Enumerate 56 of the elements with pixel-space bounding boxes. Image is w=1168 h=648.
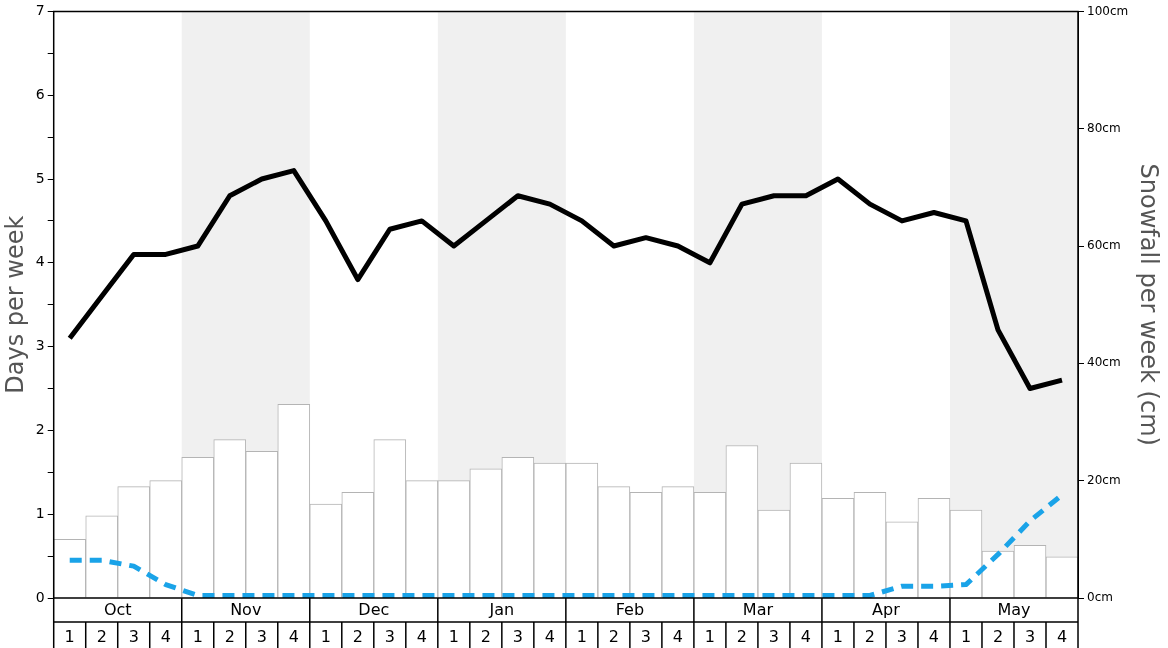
x-tick-label: 1 — [832, 626, 844, 646]
x-tick-label: 4 — [544, 626, 555, 646]
x-tick-label: 2 — [224, 626, 235, 646]
x-tick-label: 4 — [1056, 626, 1068, 646]
text: Oct — [103, 600, 132, 620]
x-tick-label: 2 — [736, 626, 747, 646]
y-tick-label: 2 — [35, 421, 45, 438]
y-tick-label: 7 — [35, 2, 45, 19]
y-tick-label: 3 — [35, 337, 45, 354]
x-tick-label: 4 — [928, 626, 940, 646]
x-tick-label: 2 — [608, 626, 619, 646]
text: Dec — [358, 600, 390, 620]
y2-tick-label: 20cm — [1087, 472, 1121, 487]
x-tick-label: 4 — [288, 626, 299, 646]
text: Apr — [872, 600, 901, 620]
x-tick-label: 3 — [512, 626, 523, 646]
x-tick-label: 1 — [576, 626, 587, 646]
x-tick-label: 4 — [672, 626, 683, 646]
y-tick-label: 4 — [35, 253, 45, 270]
y2-tick-label: 100cm — [1087, 3, 1129, 18]
x-tick-label: 1 — [448, 626, 459, 646]
x-tick-label: 3 — [384, 626, 395, 646]
text: Nov — [230, 600, 262, 620]
x-tick-label: 3 — [768, 626, 780, 646]
x-tick-label: 2 — [864, 626, 876, 646]
x-tick-label: 1 — [192, 626, 203, 646]
text: Jan — [488, 600, 515, 620]
x-tick-label: 2 — [352, 626, 363, 646]
y2-axis-title: Snowfall per week (cm) — [1135, 163, 1164, 446]
x-tick-label: 1 — [704, 626, 715, 646]
x-tick-label: 3 — [256, 626, 267, 646]
text: Mar — [742, 600, 774, 620]
y2-tick-label: 0cm — [1087, 590, 1113, 605]
x-tick-label: 3 — [640, 626, 651, 646]
y2-tick-label: 60cm — [1087, 238, 1121, 253]
y-tick-label: 5 — [35, 169, 45, 186]
x-tick-label: 1 — [320, 626, 331, 646]
x-tick-label: 1 — [960, 626, 972, 646]
x-tick-label: 4 — [160, 626, 171, 646]
x-tick-label: 2 — [480, 626, 491, 646]
y-axis-title: Days per week — [0, 215, 29, 394]
x-tick-label: 4 — [416, 626, 427, 646]
text: Feb — [615, 600, 645, 620]
y-tick-label: 6 — [35, 85, 45, 102]
y2-tick-label: 40cm — [1087, 355, 1121, 370]
x-tick-label: 1 — [64, 626, 75, 646]
x-tick-label: 3 — [896, 626, 908, 646]
x-tick-label: 3 — [128, 626, 139, 646]
y-tick-label: 1 — [35, 504, 45, 521]
x-tick-label: 2 — [96, 626, 107, 646]
x-tick-label: 2 — [992, 626, 1004, 646]
y2-tick-label: 80cm — [1087, 120, 1121, 135]
x-tick-label: 3 — [1024, 626, 1036, 646]
text: May — [997, 600, 1031, 620]
x-tick-label: 4 — [800, 626, 812, 646]
y-tick-label: 0 — [35, 588, 45, 605]
